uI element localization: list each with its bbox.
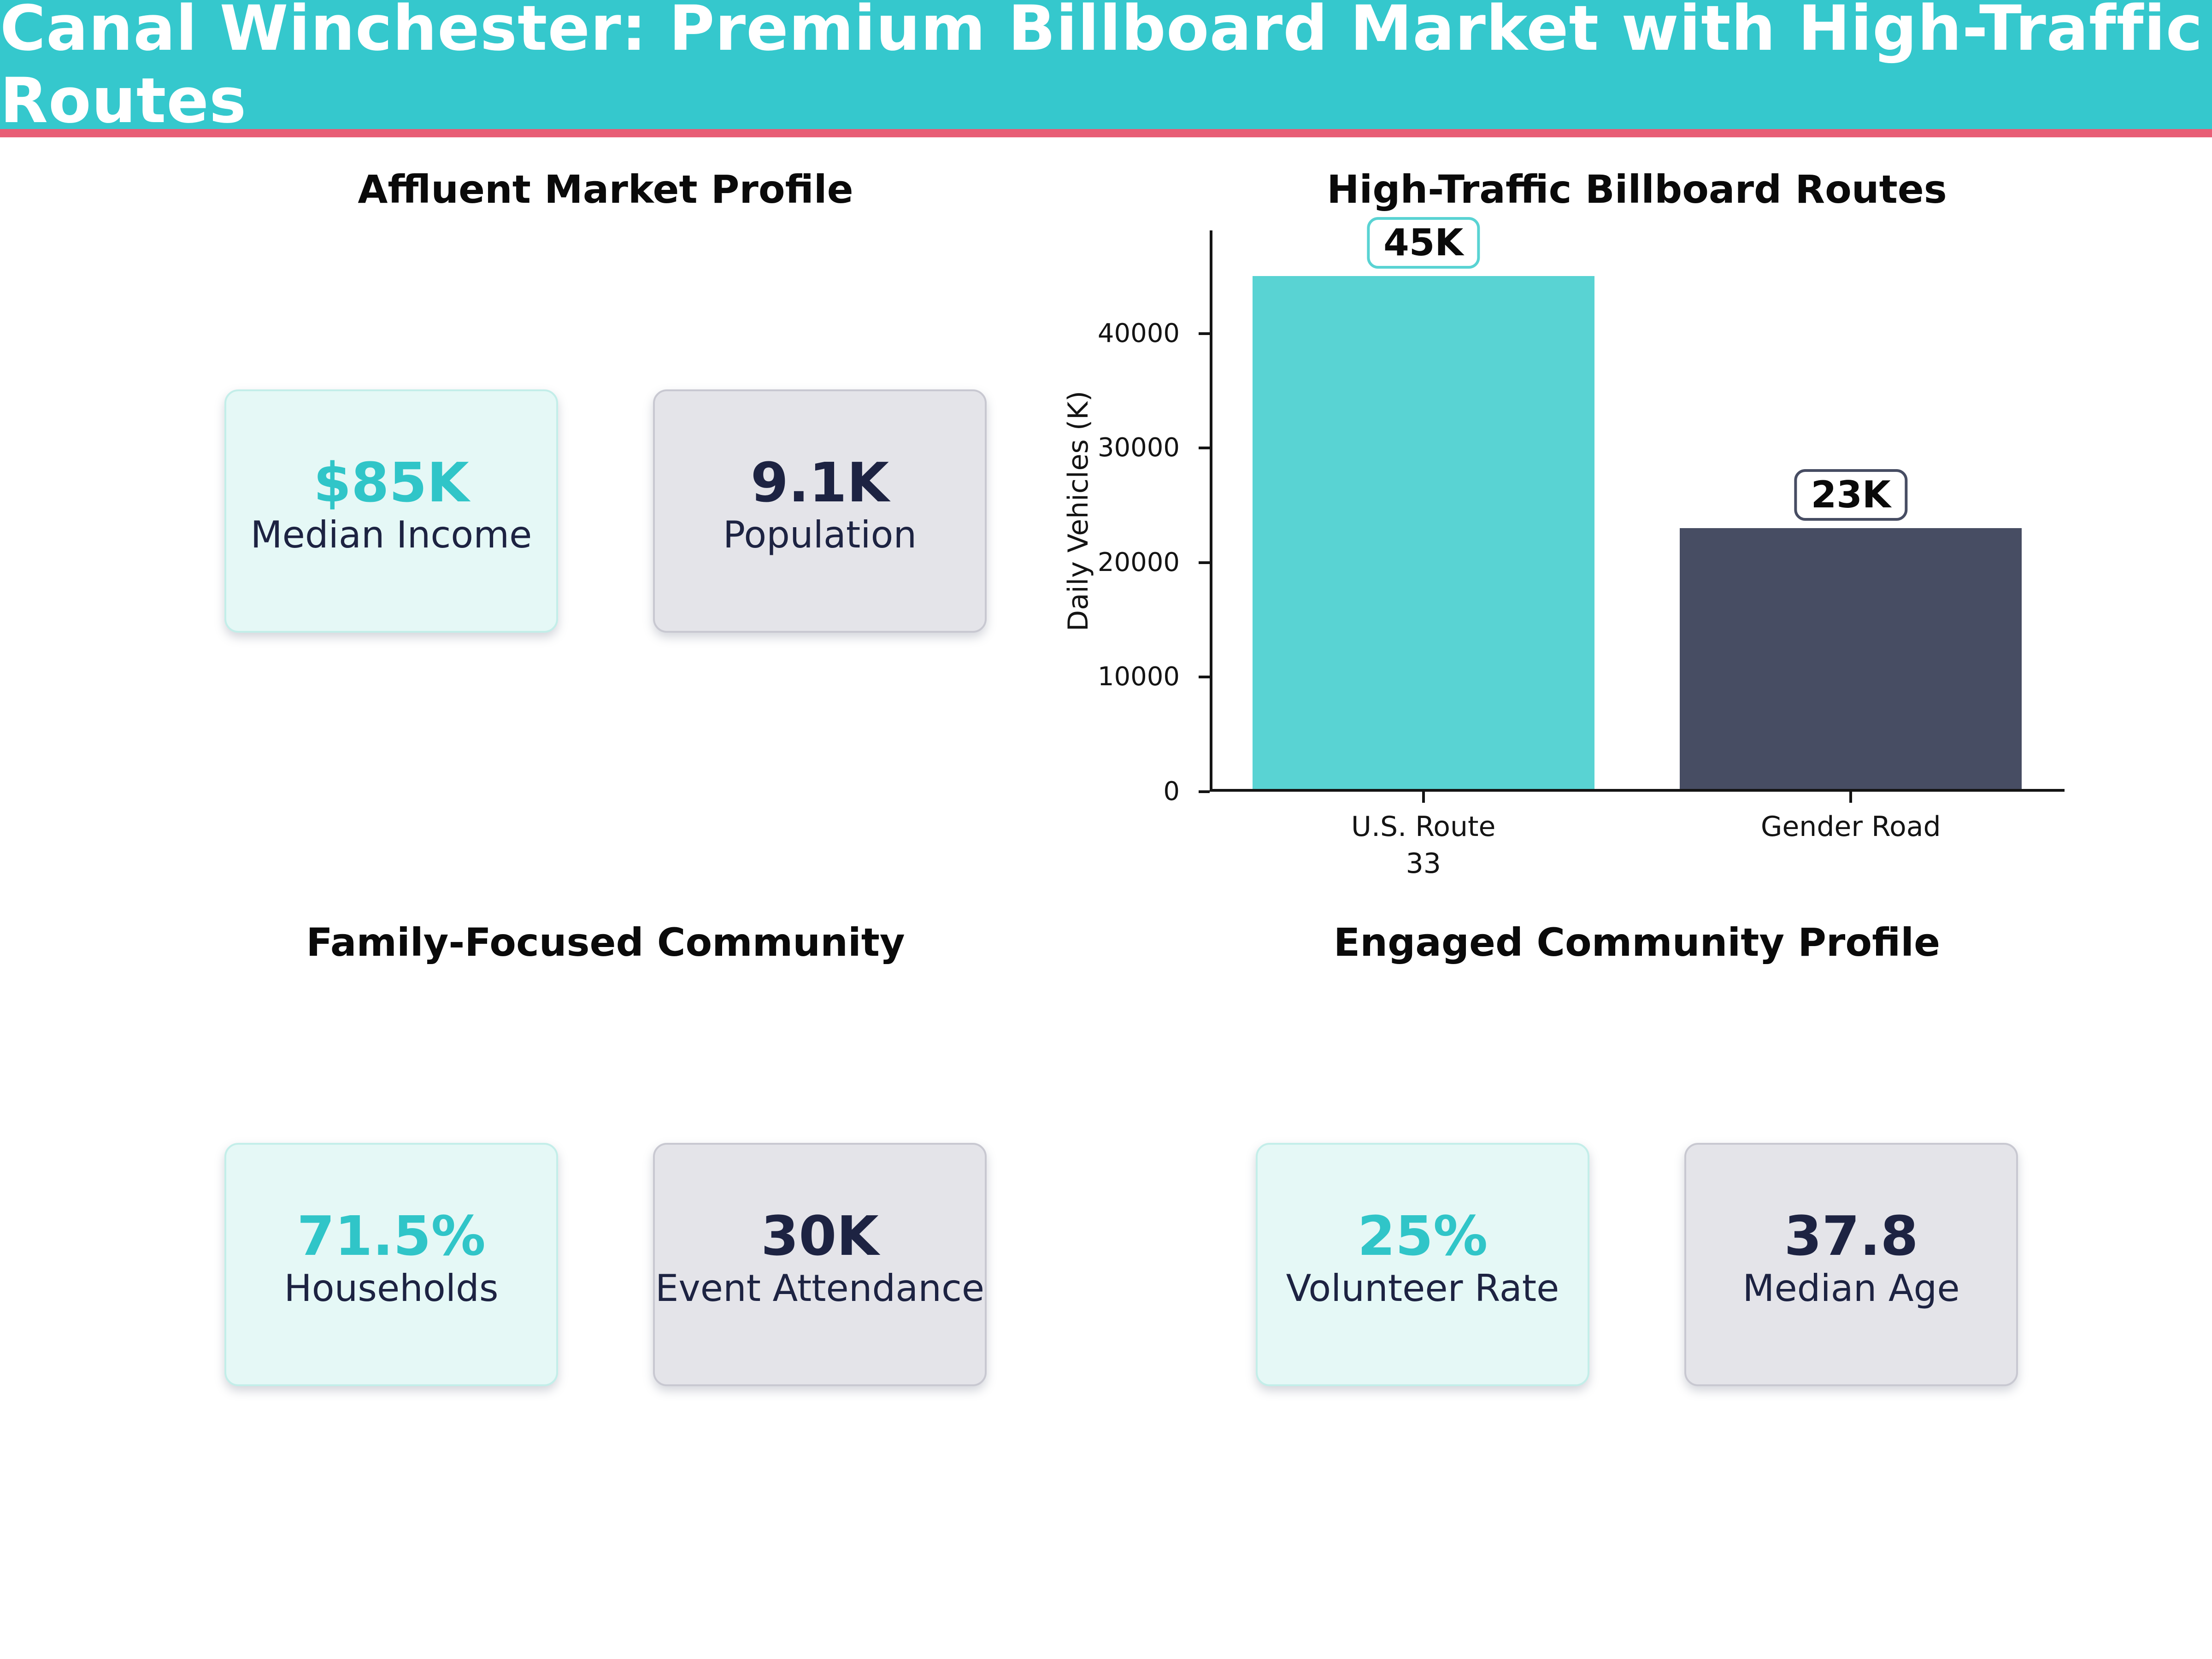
y-tick-label: 20000 [1097, 547, 1180, 577]
y-tick-mark [1199, 676, 1210, 679]
section-title: Family-Focused Community [306, 920, 905, 965]
x-tick-mark [1422, 792, 1425, 803]
x-tick-mark [1849, 792, 1853, 803]
bar-23k [1680, 528, 2022, 792]
y-tick-label: 40000 [1097, 318, 1180, 348]
stat-card-median-age: 37.8 Median Age [1684, 1143, 2018, 1386]
x-tick-label: Gender Road [1760, 811, 1941, 843]
stat-card-event-attendance: 30K Event Attendance [653, 1143, 987, 1386]
stat-value: 9.1K [750, 451, 889, 514]
stat-card-population: 9.1K Population [653, 389, 987, 633]
stat-value: $85K [313, 451, 469, 514]
header: Canal Winchester: Premium Billboard Mark… [0, 0, 2212, 137]
stat-label: Event Attendance [655, 1267, 985, 1310]
x-axis-line [1210, 789, 2065, 792]
card-row: 25% Volunteer Rate 37.8 Median Age [1084, 1143, 2190, 1386]
y-tick-mark [1199, 447, 1210, 450]
card-row: 71.5% Households 30K Event Attendance [53, 1143, 1159, 1386]
stat-value: 30K [761, 1204, 879, 1268]
stat-card-median-income: $85K Median Income [224, 389, 558, 633]
y-tick-mark [1199, 790, 1210, 793]
stat-label: Households [284, 1267, 499, 1310]
stat-value: 71.5% [297, 1204, 486, 1268]
page-title: Canal Winchester: Premium Billboard Mark… [0, 0, 2203, 137]
section-traffic-routes: High-Traffic Billboard Routes Daily Vehi… [1062, 137, 2190, 901]
stat-card-volunteer-rate: 25% Volunteer Rate [1256, 1143, 1589, 1386]
section-title: Engaged Community Profile [1333, 920, 1941, 965]
bar-value-label: 45K [1367, 217, 1480, 269]
stat-label: Population [723, 513, 917, 556]
stat-value: 25% [1357, 1204, 1488, 1268]
bar-45k [1252, 276, 1594, 792]
stat-value: 37.8 [1784, 1204, 1918, 1268]
y-tick-label: 10000 [1097, 662, 1180, 692]
section-title: Affluent Market Profile [358, 167, 853, 212]
card-row: $85K Median Income 9.1K Population [53, 389, 1159, 633]
section-family-community: Family-Focused Community 71.5% Household… [53, 901, 1159, 1547]
stat-label: Volunteer Rate [1286, 1267, 1559, 1310]
chart-plot: Daily Vehicles (K) 45K U.S. Route 33 23K Ge… [1062, 217, 2065, 880]
bar-value-label: 23K [1794, 469, 1907, 521]
section-affluent-market: Affluent Market Profile $85K Median Inco… [53, 137, 1159, 901]
x-tick-label: U.S. Route 33 [1351, 811, 1496, 880]
y-axis-line [1210, 230, 1212, 792]
section-engaged-community: Engaged Community Profile 25% Volunteer … [1084, 901, 2190, 1547]
chart-title: High-Traffic Billboard Routes [1327, 167, 1947, 212]
stat-label: Median Income [250, 513, 532, 556]
y-tick-mark [1199, 332, 1210, 335]
stat-card-households: 71.5% Households [224, 1143, 558, 1386]
y-axis-label: Daily Vehicles (K) [1062, 391, 1094, 631]
header-accent-stripe [0, 129, 2212, 137]
y-tick-mark [1199, 561, 1210, 564]
stat-label: Median Age [1742, 1267, 1960, 1310]
y-tick-label: 0 [1163, 777, 1180, 806]
y-tick-label: 30000 [1097, 433, 1180, 463]
